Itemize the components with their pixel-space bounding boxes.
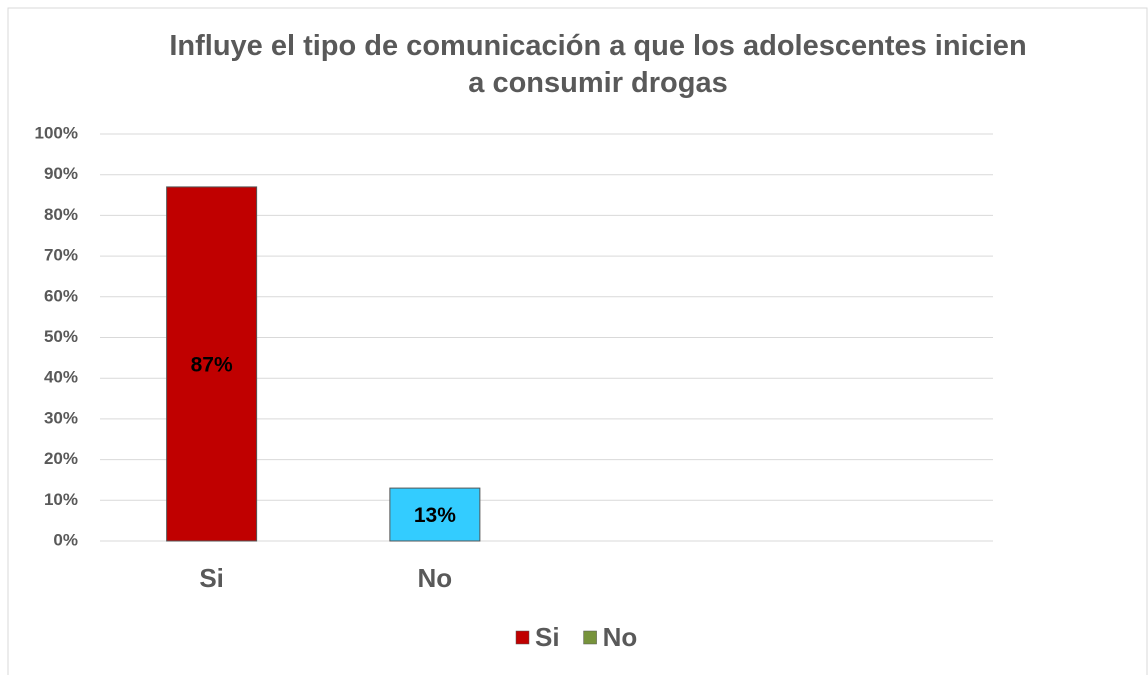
data-label: 87% [191, 354, 233, 377]
legend-swatch [515, 630, 530, 645]
legend-label: No [603, 622, 638, 652]
y-tick-label: 30% [44, 408, 78, 427]
chart-title: Influye el tipo de comunicación a que lo… [169, 30, 1027, 99]
chart-border [7, 7, 1148, 675]
y-tick-label: 100% [35, 123, 78, 142]
y-tick-label: 60% [44, 286, 78, 305]
y-tick-label: 20% [44, 449, 78, 468]
legend-swatch [583, 630, 597, 645]
y-tick-label: 10% [44, 490, 78, 509]
y-tick-label: 90% [44, 164, 78, 183]
x-tick-label: No [418, 563, 453, 593]
bar [166, 186, 258, 542]
data-label: 13% [414, 504, 456, 527]
y-tick-label: 70% [44, 246, 78, 265]
bar [389, 487, 481, 542]
y-tick-label: 0% [53, 530, 78, 549]
y-tick-label: 40% [44, 368, 78, 387]
y-tick-label: 50% [44, 327, 78, 346]
legend-label: Si [535, 622, 560, 652]
y-tick-label: 80% [44, 205, 78, 224]
x-tick-label: Si [199, 563, 224, 593]
